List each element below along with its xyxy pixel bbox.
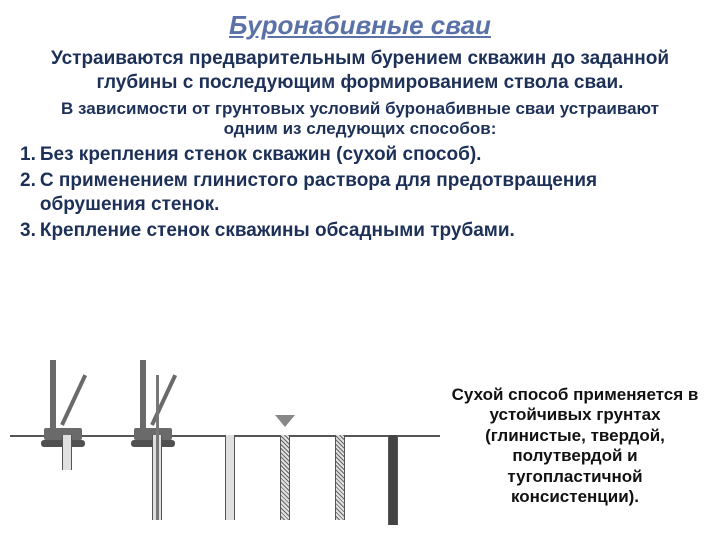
borehole [335,435,345,520]
borehole [62,435,72,470]
subintro-text: В зависимости от грунтовых условий бурон… [0,99,720,140]
side-note: Сухой способ применяется в устойчивых гр… [450,385,700,507]
borehole [388,435,398,525]
diagram [10,340,440,540]
list-number: 2. [20,169,36,217]
list-item: 3. Крепление стенок скважины обсадными т… [20,219,690,243]
drill-string [156,375,159,520]
funnel-icon [275,415,295,427]
list-number: 3. [20,219,36,243]
list-item: 2. С применением глинистого раствора для… [20,169,690,217]
list-text: С применением глинистого раствора для пр… [40,169,690,217]
list-item: 1. Без крепления стенок скважин (сухой с… [20,143,690,167]
methods-list: 1. Без крепления стенок скважин (сухой с… [0,143,720,242]
page-title: Буронабивные сваи [0,10,720,41]
borehole [225,435,235,520]
borehole [280,435,290,520]
list-text: Крепление стенок скважины обсадными труб… [40,219,515,243]
list-number: 1. [20,143,36,167]
intro-text: Устраиваются предварительным бурением ск… [0,47,720,95]
list-text: Без крепления стенок скважин (сухой спос… [40,143,482,167]
